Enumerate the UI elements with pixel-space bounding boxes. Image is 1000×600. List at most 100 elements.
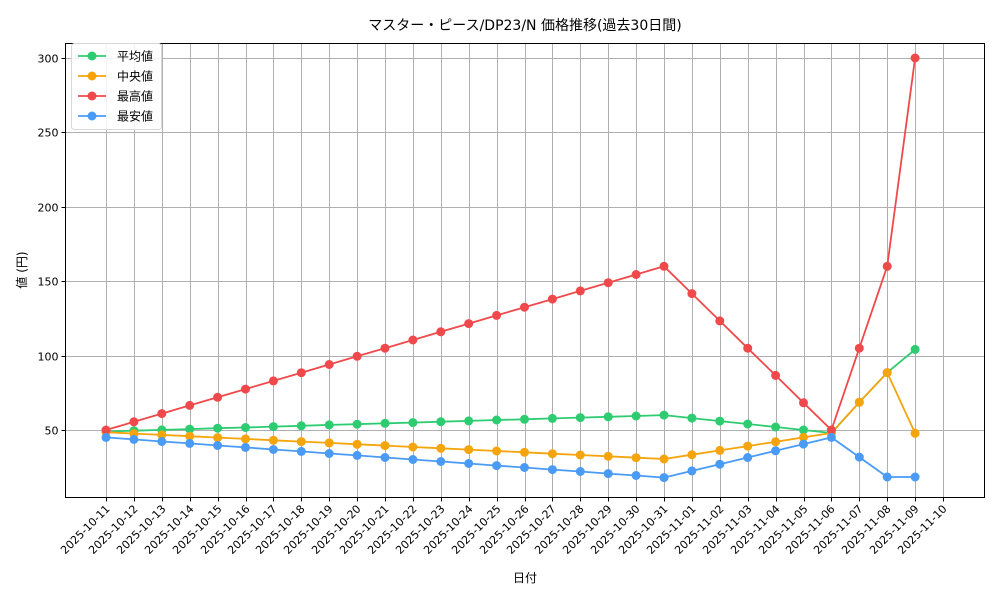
data-point-marker <box>324 420 334 430</box>
series-4 <box>101 432 920 483</box>
data-point-marker <box>771 370 781 380</box>
data-point-marker <box>631 453 641 463</box>
data-point-marker <box>380 441 390 451</box>
data-point-marker <box>408 455 418 464</box>
data-point-marker <box>436 417 446 427</box>
data-point-marker <box>296 368 306 378</box>
data-point-marker <box>213 441 223 450</box>
data-point-marker <box>129 417 139 427</box>
data-point-marker <box>492 415 502 425</box>
data-point-marker <box>324 360 334 369</box>
data-point-marker <box>464 445 474 455</box>
data-point-marker <box>659 410 669 420</box>
legend-marker-icon <box>87 111 97 121</box>
series-line <box>105 57 916 431</box>
data-point-marker <box>603 412 613 422</box>
data-point-marker <box>771 422 781 432</box>
data-point-marker <box>854 397 864 407</box>
legend-label: 最高値 <box>117 89 153 104</box>
data-point-marker <box>799 432 808 442</box>
data-point-marker <box>631 471 641 480</box>
data-point-marker <box>826 425 836 435</box>
data-point-marker <box>854 452 864 462</box>
series-line <box>105 371 916 460</box>
legend-label: 平均値 <box>117 49 153 64</box>
data-point-marker <box>241 434 250 444</box>
data-point-marker <box>101 425 111 435</box>
data-point-marker <box>575 286 585 296</box>
data-point-marker <box>659 473 669 483</box>
data-point-marker <box>492 310 502 320</box>
data-point-marker <box>268 422 278 432</box>
data-point-marker <box>520 463 529 472</box>
y-tick-label: 300 <box>38 53 59 66</box>
data-point-marker <box>520 414 529 424</box>
data-point-marker <box>715 316 725 326</box>
legend-marker-icon <box>87 71 97 81</box>
y-axis-title: 値 (円) <box>14 251 29 288</box>
data-point-marker <box>743 343 753 353</box>
data-point-marker <box>268 445 278 454</box>
data-point-marker <box>241 423 250 432</box>
data-point-marker <box>687 289 697 299</box>
data-point-marker <box>687 413 697 423</box>
data-point-marker <box>743 453 753 462</box>
data-point-marker <box>185 431 195 441</box>
data-point-marker <box>213 392 223 402</box>
data-point-marker <box>380 453 390 462</box>
data-point-marker <box>659 454 669 464</box>
data-point-marker <box>799 425 808 435</box>
data-point-marker <box>547 465 557 475</box>
y-tick-label: 200 <box>38 202 59 215</box>
data-point-marker <box>436 457 446 466</box>
data-point-marker <box>910 428 920 438</box>
data-point-marker <box>324 438 334 448</box>
series-3 <box>101 53 920 435</box>
legend-item: 最高値 <box>78 89 153 104</box>
data-point-marker <box>492 446 502 456</box>
data-point-marker <box>185 400 195 410</box>
data-point-marker <box>715 445 725 455</box>
data-point-marker <box>743 441 753 451</box>
data-point-marker <box>352 419 362 429</box>
data-point-marker <box>575 467 585 476</box>
data-point-marker <box>826 432 836 442</box>
data-point-marker <box>213 423 223 433</box>
data-point-marker <box>268 376 278 386</box>
data-point-marker <box>547 294 557 304</box>
data-point-marker <box>687 466 697 476</box>
data-point-marker <box>268 435 278 445</box>
data-point-marker <box>185 424 195 434</box>
y-tick-label: 50 <box>45 425 59 438</box>
data-point-marker <box>436 443 446 453</box>
data-point-marker <box>575 413 585 423</box>
data-point-marker <box>631 270 641 279</box>
data-point-marker <box>520 302 529 312</box>
data-point-marker <box>882 472 892 482</box>
data-point-marker <box>910 344 920 354</box>
series-1 <box>101 344 920 438</box>
legend-marker-icon <box>87 91 97 101</box>
data-point-marker <box>464 459 474 468</box>
data-point-marker <box>603 469 613 479</box>
data-point-marker <box>464 416 474 426</box>
data-point-marker <box>157 409 167 419</box>
y-axis: 50 100 150 200 250 300 <box>38 53 66 438</box>
data-point-marker <box>687 450 697 460</box>
legend-label: 中央値 <box>117 69 153 84</box>
data-point-marker <box>380 343 390 353</box>
data-point-marker <box>241 442 250 452</box>
legend-item: 最安値 <box>78 109 153 124</box>
data-point-marker <box>547 413 557 423</box>
data-point-marker <box>910 472 920 482</box>
data-point-marker <box>631 411 641 421</box>
data-point-marker <box>771 446 781 456</box>
data-point-marker <box>603 451 613 461</box>
data-point-marker <box>101 432 111 442</box>
data-point-marker <box>882 368 892 378</box>
y-tick-label: 250 <box>38 127 59 140</box>
data-point-marker <box>185 438 195 448</box>
legend-label: 最安値 <box>117 109 153 124</box>
